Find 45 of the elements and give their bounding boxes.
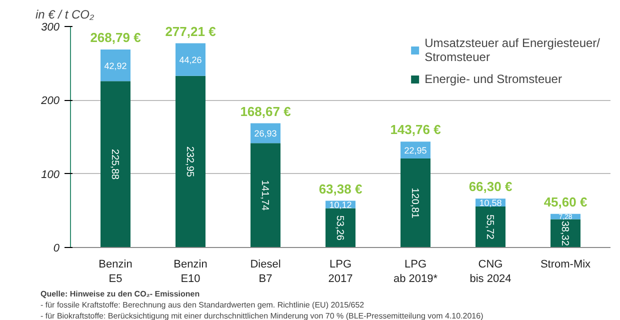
data-label: 10,12 (329, 200, 352, 210)
y-tick-label: 0 (53, 242, 60, 254)
data-label: 26,93 (254, 128, 277, 139)
y-tick-label: 300 (41, 22, 60, 34)
data-label: 38,32 (559, 220, 570, 246)
bar (250, 143, 280, 248)
data-label: 44,26 (179, 55, 202, 66)
data-label: 232,95 (184, 146, 195, 178)
data-label: 225,88 (109, 149, 120, 180)
bar (400, 158, 430, 248)
total-label: 143,76 € (390, 122, 441, 138)
x-tick-label: Strom-Mix (540, 258, 592, 270)
y-tick-label: 200 (40, 95, 60, 108)
total-label: 277,21 € (165, 24, 216, 39)
x-tick-label: Benzin E10 (174, 258, 208, 285)
bar (100, 81, 130, 248)
x-tick-label: LPG ab 2019* (393, 258, 438, 285)
data-label: 120,81 (409, 188, 420, 219)
data-label: 22,95 (404, 146, 427, 156)
total-label: 45,60 € (544, 194, 588, 210)
total-label: 168,67 € (240, 104, 291, 119)
text: - für fossile Kraftstoffe: Berechnung aus den Standardwerten gem. Richtlinie (EU) 2015/652 (40, 300, 365, 310)
x-tick-label: Diesel B7 (250, 258, 281, 285)
data-label: 10,58 (479, 198, 502, 208)
y-axis-title: in € / t CO₂ (36, 8, 95, 22)
text: - für Biokraftstoffe: Berücksichtigung mit einer durchschnittlichen Minderung von 70 % (BLE-Pressemitteilung vom 4.10.2016) (40, 312, 484, 320)
bar (326, 208, 356, 248)
total-label: 268,79 € (90, 30, 141, 46)
data-label: 55,72 (484, 214, 495, 240)
data-label: 141,74 (259, 180, 270, 212)
data-label: 53,26 (334, 215, 345, 241)
x-tick-label: LPG 2017 (328, 258, 353, 285)
bar (476, 206, 506, 248)
legend-label: Umsatzsteuer auf Energiesteuer/Stromsteuer (424, 36, 600, 64)
bar (176, 43, 206, 76)
data-label: 42,92 (104, 60, 127, 71)
bar (176, 76, 206, 248)
total-label: 63,38 € (318, 181, 362, 196)
x-tick-label: CNG bis 2024 (470, 258, 512, 285)
total-label: 66,30 € (468, 179, 512, 194)
source-note: Quelle: Hinweise zu den CO₂- Emissionen (40, 290, 200, 298)
bar (100, 49, 130, 82)
y-tick-label: 100 (41, 168, 60, 181)
x-tick-label: Benzin E5 (98, 258, 132, 285)
legend-label: Energie- und Stromsteuer (424, 72, 562, 86)
